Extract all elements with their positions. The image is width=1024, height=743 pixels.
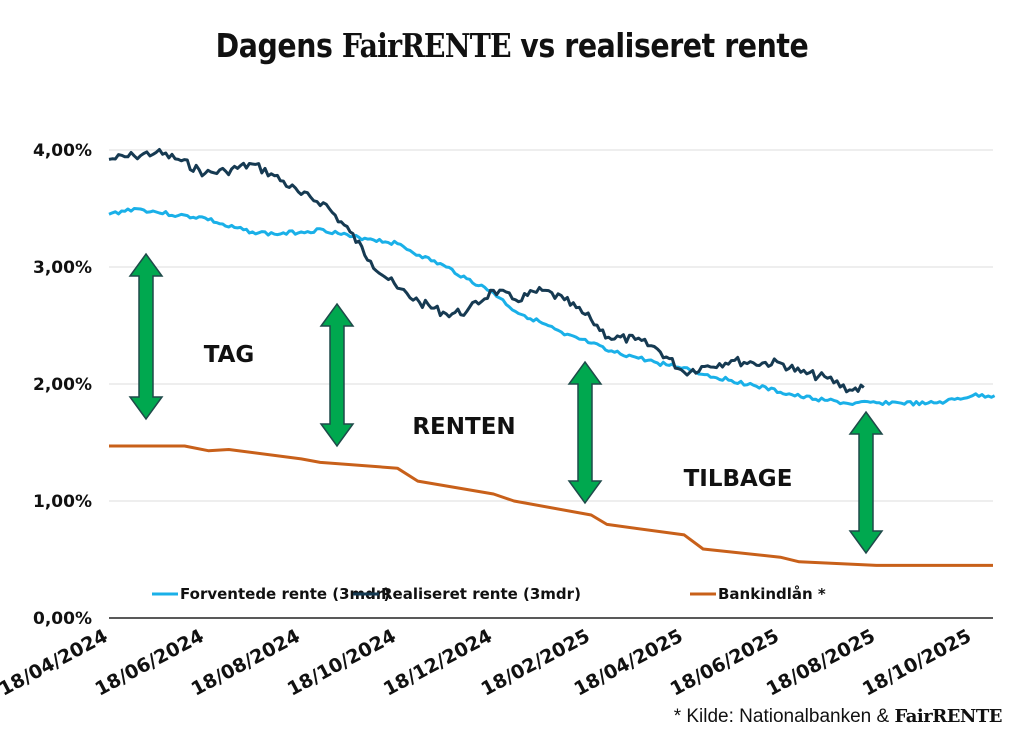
annotation-tilbage: TILBAGE: [684, 466, 793, 492]
legend-label-realiseret: Realiseret rente (3mdr): [381, 585, 581, 603]
annotation-tag: TAG: [204, 342, 255, 368]
legend: Forventede rente (3mdr)Realiseret rente …: [152, 585, 826, 603]
y-tick-label: 3,00%: [33, 258, 92, 278]
annotation-labels: TAG RENTEN TILBAGE: [204, 342, 793, 492]
y-tick-label: 0,00%: [33, 609, 92, 629]
series-line-bankindlaan: [109, 444, 993, 567]
double-arrow-icon: [567, 360, 603, 505]
footnote-brand: FairRENTE: [894, 706, 1002, 727]
double-arrows: [128, 252, 884, 555]
x-tick-label: 18/04/2024: [0, 625, 111, 701]
x-tick-label: 18/10/2024: [284, 625, 400, 701]
title-prefix: Dagens: [215, 26, 342, 65]
chart-title: Dagens FairRENTE vs realiseret rente: [72, 26, 953, 65]
footnote-prefix: * Kilde: Nationalbanken &: [673, 706, 895, 727]
series-lines: [108, 148, 996, 567]
gridlines: [109, 149, 993, 619]
x-tick-label: 18/08/2024: [188, 625, 304, 701]
double-arrow-icon: [319, 302, 355, 448]
source-footnote: * Kilde: Nationalbanken & FairRENTE: [673, 706, 1003, 728]
x-axis-labels: 18/04/202418/06/202418/08/202418/10/2024…: [0, 625, 975, 701]
y-tick-label: 2,00%: [33, 375, 92, 395]
y-tick-label: 1,00%: [33, 492, 92, 512]
x-tick-label: 18/06/2025: [667, 625, 783, 701]
double-arrow-icon: [128, 252, 164, 421]
title-suffix: vs realiseret rente: [510, 26, 809, 65]
x-tick-label: 18/06/2024: [92, 625, 208, 701]
legend-label-forventede: Forventede rente (3mdr): [180, 585, 390, 603]
series-line-forventede: [108, 207, 996, 407]
x-tick-label: 18/08/2025: [763, 625, 879, 701]
title-brand: FairRENTE: [341, 26, 512, 65]
series-line-realiseret: [108, 148, 865, 394]
annotation-renten: RENTEN: [412, 414, 515, 440]
x-tick-label: 18/12/2024: [380, 625, 496, 701]
y-tick-label: 4,00%: [33, 141, 92, 161]
y-axis-labels: 0,00% 1,00% 2,00% 3,00% 4,00%: [33, 141, 92, 629]
x-tick-label: 18/10/2025: [859, 625, 975, 701]
legend-label-bankindlaan: Bankindlån *: [718, 585, 826, 603]
double-arrow-icon: [848, 410, 884, 555]
